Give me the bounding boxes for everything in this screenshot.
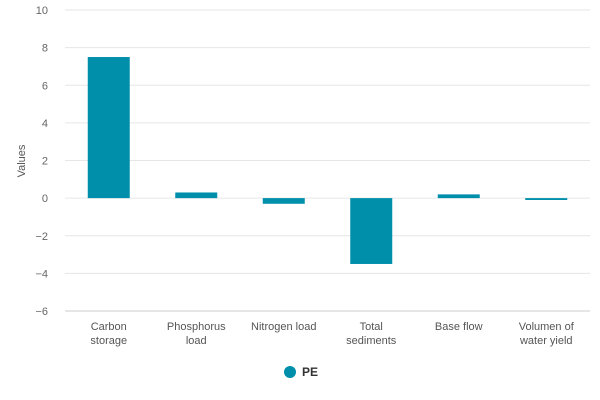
x-category-label-line: water yield xyxy=(519,335,573,347)
x-category-label-line: sediments xyxy=(346,335,397,347)
x-category-label-line: Base flow xyxy=(435,321,483,333)
y-tick-label: −2 xyxy=(35,231,48,243)
x-category-label-line: Total xyxy=(360,321,383,333)
x-category-label: Base flow xyxy=(435,321,483,333)
x-category-label: Volumen of water yield xyxy=(519,321,575,347)
y-tick-label: 10 xyxy=(36,5,48,17)
y-tick-label: 0 xyxy=(42,193,48,205)
x-category-label-line: load xyxy=(186,335,207,347)
y-tick-label: −4 xyxy=(35,268,48,280)
y-tick-label: 8 xyxy=(42,43,48,55)
y-axis-title: Values xyxy=(16,144,28,177)
y-tick-label: 6 xyxy=(42,80,48,92)
x-category-label-line: Carbon xyxy=(91,321,127,333)
legend[interactable]: PE xyxy=(284,365,318,379)
x-category-label-line: Nitrogen load xyxy=(251,321,316,333)
bar[interactable] xyxy=(350,198,393,264)
x-category-label-line: storage xyxy=(90,335,127,347)
bars xyxy=(87,57,568,264)
legend-label-pe[interactable]: PE xyxy=(302,365,318,379)
x-axis-labels: Carbon storage Phosphorus load Nitrogen load… xyxy=(90,321,574,347)
y-tick-label: −6 xyxy=(35,306,48,318)
y-axis-ticks: 10 8 6 4 2 0 −2 −4 −6 xyxy=(35,5,48,318)
bar[interactable] xyxy=(87,57,130,199)
bar[interactable] xyxy=(175,192,218,199)
bar[interactable] xyxy=(437,194,480,199)
x-category-label-line: Phosphorus xyxy=(167,321,226,333)
bar[interactable] xyxy=(525,198,568,201)
y-tick-label: 2 xyxy=(42,156,48,168)
x-category-label: Nitrogen load xyxy=(251,321,316,333)
bar[interactable] xyxy=(262,198,305,204)
x-category-label: Phosphorus load xyxy=(167,321,226,347)
x-category-label: Carbon storage xyxy=(90,321,127,347)
gridlines xyxy=(65,9,590,312)
y-tick-label: 4 xyxy=(42,118,48,130)
legend-marker-pe[interactable] xyxy=(284,366,296,378)
x-category-label: Total sediments xyxy=(346,321,397,347)
x-category-label-line: Volumen of xyxy=(519,321,575,333)
